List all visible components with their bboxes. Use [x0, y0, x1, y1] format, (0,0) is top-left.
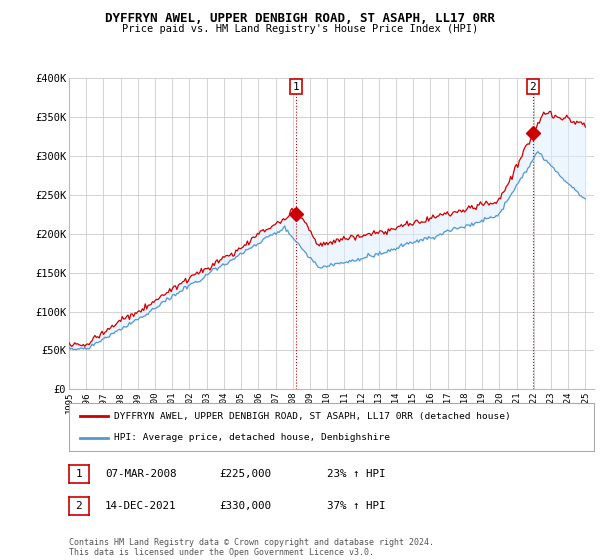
- Text: 23% ↑ HPI: 23% ↑ HPI: [327, 469, 386, 479]
- Text: DYFFRYN AWEL, UPPER DENBIGH ROAD, ST ASAPH, LL17 0RR (detached house): DYFFRYN AWEL, UPPER DENBIGH ROAD, ST ASA…: [113, 412, 511, 421]
- Text: £225,000: £225,000: [219, 469, 271, 479]
- Text: 07-MAR-2008: 07-MAR-2008: [105, 469, 176, 479]
- Text: 1: 1: [292, 82, 299, 91]
- Text: 2: 2: [530, 82, 536, 91]
- Text: Contains HM Land Registry data © Crown copyright and database right 2024.
This d: Contains HM Land Registry data © Crown c…: [69, 538, 434, 557]
- Text: 2: 2: [76, 501, 82, 511]
- Text: DYFFRYN AWEL, UPPER DENBIGH ROAD, ST ASAPH, LL17 0RR: DYFFRYN AWEL, UPPER DENBIGH ROAD, ST ASA…: [105, 12, 495, 25]
- Text: HPI: Average price, detached house, Denbighshire: HPI: Average price, detached house, Denb…: [113, 433, 389, 442]
- Text: 1: 1: [76, 469, 82, 479]
- Text: £330,000: £330,000: [219, 501, 271, 511]
- Text: Price paid vs. HM Land Registry's House Price Index (HPI): Price paid vs. HM Land Registry's House …: [122, 24, 478, 34]
- Text: 37% ↑ HPI: 37% ↑ HPI: [327, 501, 386, 511]
- Text: 14-DEC-2021: 14-DEC-2021: [105, 501, 176, 511]
